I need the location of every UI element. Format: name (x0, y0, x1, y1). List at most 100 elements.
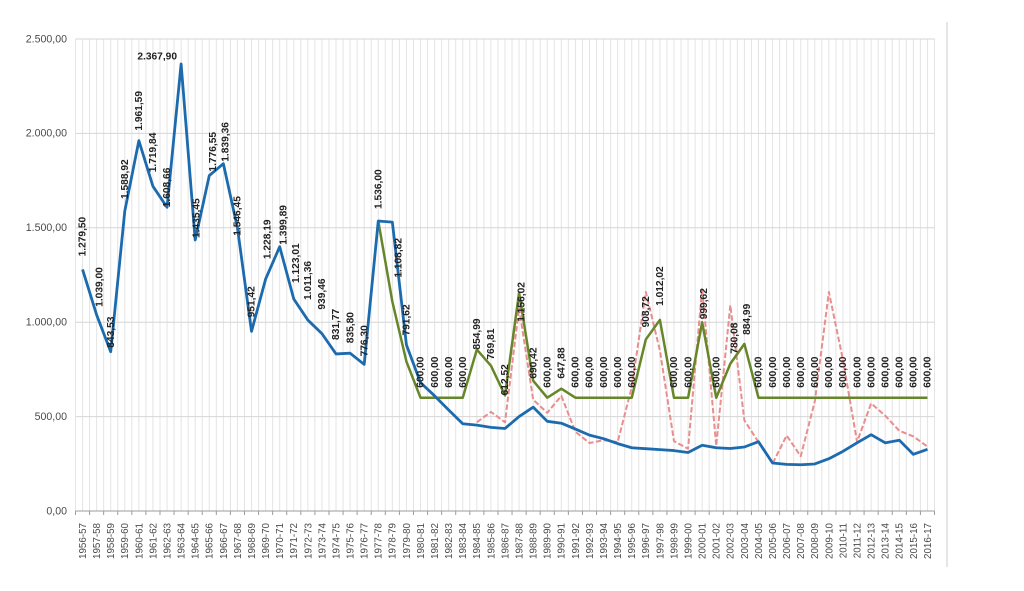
svg-text:1960-61: 1960-61 (134, 523, 145, 559)
svg-text:1969-70: 1969-70 (261, 522, 272, 559)
svg-text:854,99: 854,99 (472, 318, 483, 349)
svg-text:2013-14: 2013-14 (881, 522, 892, 559)
svg-text:2015-16: 2015-16 (909, 522, 920, 559)
svg-text:2002-03: 2002-03 (726, 522, 737, 559)
svg-text:1991-92: 1991-92 (571, 523, 582, 559)
svg-text:2006-07: 2006-07 (782, 523, 793, 559)
svg-text:1986-87: 1986-87 (500, 523, 511, 559)
svg-text:1965-66: 1965-66 (205, 522, 216, 559)
svg-text:2014-15: 2014-15 (895, 522, 906, 559)
svg-text:1.399,89: 1.399,89 (279, 205, 290, 245)
svg-text:1971-72: 1971-72 (289, 523, 300, 559)
svg-text:1970-71: 1970-71 (275, 523, 286, 559)
svg-text:1.039,00: 1.039,00 (95, 267, 106, 307)
svg-text:600,00: 600,00 (683, 356, 694, 387)
svg-text:1.719,84: 1.719,84 (148, 132, 159, 172)
svg-text:1.108,82: 1.108,82 (393, 238, 404, 278)
svg-text:1966-67: 1966-67 (219, 523, 230, 559)
svg-text:1983-84: 1983-84 (458, 522, 469, 559)
svg-text:1975-76: 1975-76 (346, 522, 357, 559)
svg-text:600,00: 600,00 (627, 356, 638, 387)
svg-text:1974-75: 1974-75 (331, 522, 342, 559)
svg-text:1972-73: 1972-73 (303, 522, 314, 559)
svg-text:600,00: 600,00 (599, 356, 610, 387)
svg-text:1987-88: 1987-88 (514, 522, 525, 559)
svg-text:2.367,90: 2.367,90 (137, 52, 177, 63)
svg-text:951,42: 951,42 (247, 286, 258, 317)
svg-text:1968-69: 1968-69 (247, 523, 258, 559)
svg-text:600,00: 600,00 (613, 356, 624, 387)
svg-text:2003-04: 2003-04 (740, 522, 751, 559)
svg-text:1.435,45: 1.435,45 (192, 198, 203, 238)
svg-text:600,00: 600,00 (754, 356, 765, 387)
svg-text:769,81: 769,81 (486, 328, 497, 359)
svg-text:2010-11: 2010-11 (838, 523, 849, 558)
svg-text:1.012,02: 1.012,02 (655, 266, 666, 306)
svg-text:1973-74: 1973-74 (317, 522, 328, 559)
svg-text:1963-64: 1963-64 (177, 522, 188, 559)
svg-text:600,00: 600,00 (444, 356, 455, 387)
svg-text:1980-81: 1980-81 (416, 523, 427, 559)
svg-text:1964-65: 1964-65 (191, 522, 202, 559)
svg-text:600,00: 600,00 (852, 356, 863, 387)
svg-text:600,00: 600,00 (824, 356, 835, 387)
svg-text:600,00: 600,00 (430, 356, 441, 387)
svg-text:1982-83: 1982-83 (444, 522, 455, 559)
svg-text:2.500,00: 2.500,00 (26, 33, 67, 45)
svg-text:1984-85: 1984-85 (472, 522, 483, 559)
svg-text:1.156,02: 1.156,02 (517, 282, 528, 322)
svg-text:647,88: 647,88 (557, 347, 568, 378)
svg-text:612,52: 612,52 (500, 364, 511, 395)
svg-text:908,72: 908,72 (641, 296, 652, 327)
svg-text:690,42: 690,42 (528, 347, 539, 378)
svg-text:1.608,66: 1.608,66 (162, 167, 173, 207)
svg-text:0,00: 0,00 (46, 505, 67, 517)
svg-text:2.000,00: 2.000,00 (26, 128, 67, 140)
svg-text:600,00: 600,00 (416, 356, 427, 387)
svg-text:1.279,50: 1.279,50 (78, 216, 89, 256)
svg-text:2016-17: 2016-17 (923, 523, 934, 559)
svg-text:2007-08: 2007-08 (796, 522, 807, 559)
svg-text:1994-95: 1994-95 (613, 522, 624, 559)
svg-text:1981-82: 1981-82 (430, 523, 441, 559)
svg-text:939,46: 939,46 (317, 278, 328, 309)
svg-text:843,53: 843,53 (106, 316, 117, 347)
svg-text:2001-02: 2001-02 (712, 523, 723, 559)
svg-text:791,62: 791,62 (402, 304, 413, 335)
svg-text:1.536,00: 1.536,00 (373, 169, 384, 209)
svg-text:776,30: 776,30 (359, 325, 370, 356)
svg-text:600,00: 600,00 (923, 356, 934, 387)
svg-text:1999-00: 1999-00 (683, 522, 694, 559)
svg-text:1997-98: 1997-98 (655, 522, 666, 559)
svg-text:1976-77: 1976-77 (360, 523, 371, 559)
svg-text:600,00: 600,00 (458, 356, 469, 387)
svg-text:600,00: 600,00 (768, 356, 779, 387)
svg-text:2005-06: 2005-06 (768, 522, 779, 559)
svg-text:780,08: 780,08 (729, 322, 740, 353)
svg-text:1.588,92: 1.588,92 (120, 159, 131, 199)
svg-text:1962-63: 1962-63 (162, 522, 173, 559)
svg-text:1.500,00: 1.500,00 (26, 222, 67, 234)
svg-text:1988-89: 1988-89 (529, 523, 540, 559)
svg-text:600,00: 600,00 (796, 356, 807, 387)
svg-text:1993-94: 1993-94 (599, 522, 610, 559)
svg-text:1995-96: 1995-96 (627, 522, 638, 559)
svg-text:2004-05: 2004-05 (754, 522, 765, 559)
svg-text:2011-12: 2011-12 (852, 523, 863, 558)
svg-text:884,99: 884,99 (742, 303, 753, 334)
svg-text:1958-59: 1958-59 (106, 523, 117, 559)
svg-text:600,00: 600,00 (810, 356, 821, 387)
svg-text:1.776,55: 1.776,55 (208, 132, 219, 172)
svg-text:1.000,00: 1.000,00 (26, 317, 67, 329)
svg-text:835,80: 835,80 (345, 312, 356, 343)
svg-text:1998-99: 1998-99 (669, 523, 680, 559)
svg-text:600,00: 600,00 (866, 356, 877, 387)
svg-text:1967-68: 1967-68 (233, 522, 244, 559)
svg-text:1978-79: 1978-79 (388, 523, 399, 559)
svg-text:600,00: 600,00 (585, 356, 596, 387)
svg-text:1957-58: 1957-58 (92, 522, 103, 559)
svg-text:600,00: 600,00 (711, 356, 722, 387)
svg-text:2008-09: 2008-09 (810, 523, 821, 559)
svg-text:1.546,45: 1.546,45 (233, 196, 244, 236)
svg-text:600,00: 600,00 (880, 356, 891, 387)
